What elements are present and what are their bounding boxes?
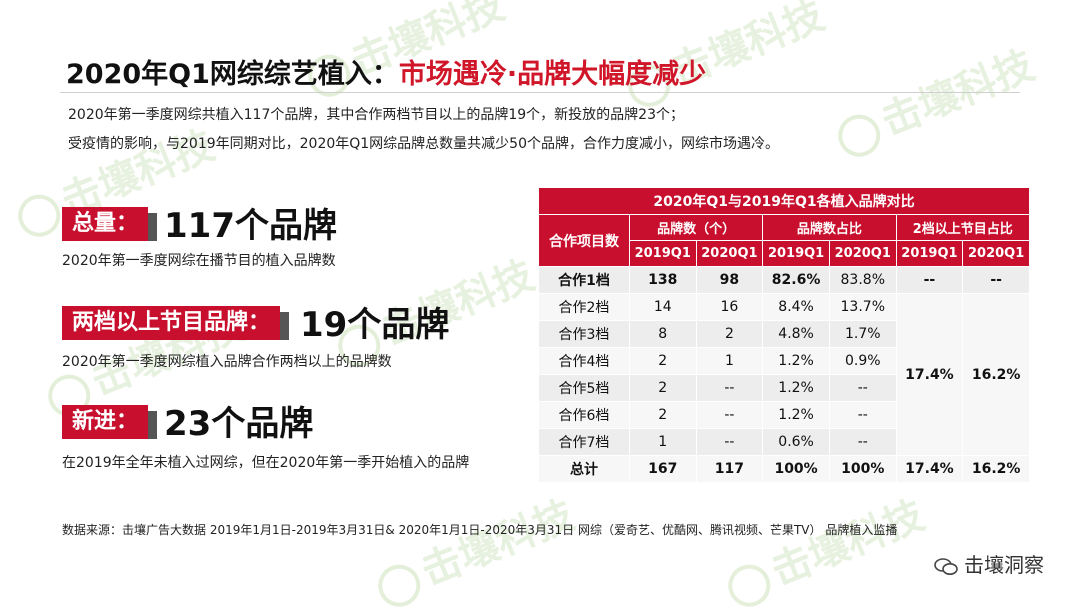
metric-multi-desc: 2020年第一季度网综植入品牌合作两档以上的品牌数 bbox=[62, 354, 392, 370]
table-cell: 100% bbox=[828, 455, 897, 483]
table-cell: 1 bbox=[628, 428, 697, 456]
table-cell: 1 bbox=[695, 347, 764, 375]
table-subheader: 2019Q1 bbox=[628, 240, 697, 267]
table-cell: 总计 bbox=[538, 455, 630, 483]
table-row: 合作7档 1 -- 0.6% -- bbox=[538, 428, 1030, 456]
table-cell: 2 bbox=[628, 374, 697, 402]
table-cell: 1.2% bbox=[762, 401, 830, 429]
table-cell: 8 bbox=[628, 320, 697, 348]
table-cell: 14 bbox=[628, 293, 697, 321]
data-source-note: 数据来源：击壤广告大数据 2019年1月1日-2019年3月31日& 2020年… bbox=[62, 523, 898, 537]
metric-multi-label: 两档以上节目品牌： bbox=[62, 306, 290, 340]
table-cell: 合作2档 bbox=[538, 293, 630, 321]
table-subheader: 2020Q1 bbox=[962, 240, 1030, 267]
table-cell: 合作1档 bbox=[538, 266, 630, 294]
table-total-row: 总计 167 117 100% 100% 17.4% 16.2% bbox=[538, 455, 1030, 483]
table-cell: -- bbox=[828, 428, 897, 456]
watermark: 击壤科技 bbox=[717, 483, 932, 615]
table-cell: -- bbox=[695, 428, 764, 456]
table-subheader: 2019Q1 bbox=[762, 240, 830, 267]
metric-total-desc: 2020年第一季度网综在播节目的植入品牌数 bbox=[62, 253, 336, 269]
table-cell: -- bbox=[828, 401, 897, 429]
brand-signature: 击壤洞察 bbox=[934, 549, 1044, 578]
table-cell: 167 bbox=[628, 455, 697, 483]
brand-name: 击壤洞察 bbox=[964, 553, 1044, 577]
table-cell: 17.4% bbox=[895, 455, 964, 483]
table-cell: 1.2% bbox=[762, 374, 830, 402]
table-row: 合作1档 138 98 82.6% 83.8% -- -- bbox=[538, 266, 1030, 294]
title-prefix: 2020年Q1网综综艺植入： bbox=[66, 59, 399, 90]
table-cell: 83.8% bbox=[828, 266, 897, 294]
table-merged-cell: 16.2% bbox=[962, 293, 1030, 456]
table-cell: 4.8% bbox=[762, 320, 830, 348]
table-row-header: 合作项目数 bbox=[538, 214, 630, 267]
table-cell: 合作3档 bbox=[538, 320, 630, 348]
intro-line-2: 受疫情的影响，与2019年同期对比，2020年Q1网综品牌总数量共减少50个品牌… bbox=[68, 136, 779, 152]
table-cell: 13.7% bbox=[828, 293, 897, 321]
table-cell: -- bbox=[828, 374, 897, 402]
table-cell: 100% bbox=[762, 455, 830, 483]
table-row: 合作6档 2 -- 1.2% -- bbox=[538, 401, 1030, 429]
table-cell: 16.2% bbox=[962, 455, 1030, 483]
table-group-share: 品牌数占比 bbox=[762, 214, 897, 241]
wechat-icon bbox=[934, 557, 958, 575]
table-cell: 82.6% bbox=[762, 266, 830, 294]
table-cell: 2 bbox=[695, 320, 764, 348]
metric-total-label: 总量： bbox=[62, 207, 158, 241]
metric-new-desc: 在2019年全年未植入过网综，但在2020年第一季开始植入的品牌 bbox=[62, 455, 470, 471]
table-merged-cell: 17.4% bbox=[895, 293, 964, 456]
metric-total-value: 117个品牌 bbox=[164, 206, 337, 246]
table-subheader: 2019Q1 bbox=[895, 240, 964, 267]
metric-new-label: 新进： bbox=[62, 405, 158, 439]
page-title: 2020年Q1网综综艺植入：市场遇冷·品牌大幅度减少 bbox=[66, 52, 706, 91]
table-cell: 0.6% bbox=[762, 428, 830, 456]
title-divider bbox=[60, 92, 1020, 93]
table-cell: 合作5档 bbox=[538, 374, 630, 402]
table-caption: 2020年Q1与2019年Q1各植入品牌对比 bbox=[538, 187, 1030, 215]
table-row: 合作2档 14 16 8.4% 13.7% 17.4% 16.2% bbox=[538, 293, 1030, 456]
table-group-multi-share: 2档以上节目占比 bbox=[895, 214, 1031, 241]
table-cell: 2 bbox=[628, 401, 697, 429]
table-subheader: 2020Q1 bbox=[695, 240, 764, 267]
table-cell: -- bbox=[695, 374, 764, 402]
table-cell: 8.4% bbox=[762, 293, 830, 321]
table-subheader: 2020Q1 bbox=[828, 240, 897, 267]
table-cell: 0.9% bbox=[828, 347, 897, 375]
table-cell: 合作4档 bbox=[538, 347, 630, 375]
table-cell: 138 bbox=[628, 266, 697, 294]
table-cell: 98 bbox=[695, 266, 764, 294]
watermark: 击壤科技 bbox=[367, 483, 582, 615]
table-cell: -- bbox=[962, 266, 1030, 294]
title-highlight: 市场遇冷·品牌大幅度减少 bbox=[398, 59, 707, 90]
table-cell: 合作6档 bbox=[538, 401, 630, 429]
table-group-count: 品牌数（个） bbox=[628, 214, 764, 241]
table-cell: 1.2% bbox=[762, 347, 830, 375]
table-row: 合作3档 8 2 4.8% 1.7% bbox=[538, 320, 1030, 348]
table-cell: -- bbox=[895, 266, 964, 294]
watermark: 击壤科技 bbox=[827, 33, 1042, 165]
metric-new-value: 23个品牌 bbox=[164, 404, 314, 444]
table-cell: 1.7% bbox=[828, 320, 897, 348]
table-cell: -- bbox=[695, 401, 764, 429]
table-row: 合作5档 2 -- 1.2% -- bbox=[538, 374, 1030, 402]
metric-multi-value: 19个品牌 bbox=[300, 305, 450, 345]
table-cell: 16 bbox=[695, 293, 764, 321]
table-row: 合作4档 2 1 1.2% 0.9% bbox=[538, 347, 1030, 375]
table-cell: 117 bbox=[695, 455, 764, 483]
comparison-table: 2020年Q1与2019年Q1各植入品牌对比 合作项目数 品牌数（个） 品牌数占… bbox=[538, 187, 1031, 483]
table-cell: 合作7档 bbox=[538, 428, 630, 456]
intro-line-1: 2020年第一季度网综共植入117个品牌，其中合作两档节目以上的品牌19个，新投… bbox=[68, 107, 684, 123]
table-cell: 2 bbox=[628, 347, 697, 375]
